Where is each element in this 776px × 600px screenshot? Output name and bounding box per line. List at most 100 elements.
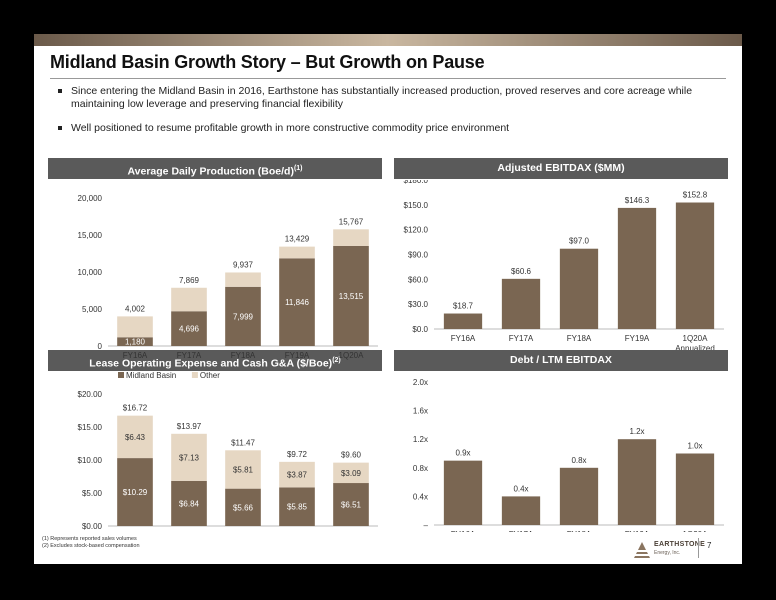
loe-panel-title: Lease Operating Expense and Cash G&A ($/…	[48, 350, 382, 371]
data-label: 0.4x	[513, 484, 528, 493]
x-tick-label: FY16A	[123, 351, 148, 360]
data-label: 0.9x	[455, 449, 470, 458]
data-label: $3.87	[287, 471, 308, 480]
y-tick-label: 0.4x	[413, 492, 428, 501]
bullet-item: Since entering the Midland Basin in 2016…	[58, 85, 718, 111]
y-tick-label: $0.00	[82, 522, 103, 531]
y-tick-label: 1.2x	[413, 435, 428, 444]
y-tick-label: 1.6x	[413, 407, 428, 416]
bullet-list: Since entering the Midland Basin in 2016…	[58, 85, 718, 146]
ebitdax-title-text: Adjusted EBITDAX ($MM)	[497, 162, 625, 174]
y-tick-label: $180.0	[404, 180, 429, 185]
data-label: 7,999	[233, 312, 254, 321]
y-tick-label: –	[424, 521, 429, 530]
data-label: $146.3	[625, 196, 650, 205]
x-tick-label: 1Q20A	[683, 530, 709, 532]
data-label: $5.81	[233, 465, 254, 474]
x-tick-label: FY19A	[285, 531, 310, 532]
y-tick-label: $5.00	[82, 489, 103, 498]
x-tick-label: FY18A	[567, 530, 592, 532]
x-tick-label: FY16A	[451, 334, 476, 343]
title-divider	[50, 78, 726, 79]
bar	[559, 248, 599, 329]
x-tick-label: Annualized	[675, 344, 715, 350]
y-tick-label: 0	[98, 342, 103, 351]
ebitdax-panel-title: Adjusted EBITDAX ($MM)	[394, 158, 728, 179]
y-tick-label: $120.0	[404, 226, 429, 235]
loe-title-sup: (2)	[332, 357, 341, 364]
x-tick-label: FY19A	[625, 334, 650, 343]
bar-segment	[333, 462, 369, 484]
debt-panel-title: Debt / LTM EBITDAX	[394, 350, 728, 371]
bullet-item: Well positioned to resume profitable gro…	[58, 122, 718, 135]
bar	[617, 439, 657, 525]
legend-label: Other	[200, 371, 220, 380]
bar-segment	[117, 415, 153, 459]
production-title-sup: (1)	[293, 165, 303, 172]
x-tick-label: FY18A	[567, 334, 592, 343]
y-tick-label: 10,000	[78, 268, 103, 277]
loe-title-text: Lease Operating Expense and Cash G&A ($/…	[89, 357, 333, 370]
total-label: $16.72	[123, 404, 148, 413]
x-tick-label: 1Q20A	[683, 334, 709, 343]
footnote: (1) Represents reported sales volumes	[42, 536, 137, 542]
bar-segment	[279, 246, 315, 259]
data-label: 1.0x	[687, 442, 702, 451]
bar	[617, 207, 657, 329]
total-label: 4,002	[125, 304, 146, 313]
bar-segment	[279, 487, 315, 526]
total-label: 7,869	[179, 276, 200, 285]
data-label: $10.29	[123, 488, 148, 497]
y-tick-label: 5,000	[82, 305, 103, 314]
bar-segment	[333, 483, 369, 526]
footnote: (2) Excludes stock-based compensation	[42, 543, 140, 549]
x-tick-label: FY17A	[177, 351, 202, 360]
bar	[443, 460, 483, 525]
data-label: 1.2x	[629, 427, 644, 436]
data-label: $60.6	[511, 267, 532, 276]
loe-chart: $0.00 $5.00 $10.00 $15.00 $20.00 $10.29 $6.43 $…	[78, 390, 378, 532]
data-label: $7.13	[179, 453, 200, 462]
data-label: 0.8x	[571, 456, 586, 465]
y-tick-label: 0.8x	[413, 464, 428, 473]
legend-swatch	[191, 372, 198, 378]
logo-text: EARTHSTONE	[654, 541, 706, 548]
data-label: $97.0	[569, 237, 590, 246]
bar-segment	[333, 245, 369, 346]
data-label: $6.51	[341, 501, 362, 510]
legend-swatch	[118, 372, 124, 378]
x-tick-label: FY17A	[509, 530, 534, 532]
bar	[501, 496, 541, 525]
bar-segment	[225, 286, 261, 346]
y-tick-label: $60.0	[408, 275, 429, 284]
page-number: 7	[707, 541, 712, 550]
x-tick-label: FY18A	[231, 351, 256, 360]
bar-segment	[117, 458, 153, 526]
x-tick-label: FY16A	[123, 531, 148, 532]
bar	[675, 202, 715, 329]
bar-segment	[225, 450, 261, 489]
debt-chart: – 0.4x 0.8x 1.2x 1.6x 2.0x 0.9x FY16A 0.4x FY17A 0…	[413, 378, 724, 532]
x-tick-label: FY17A	[177, 531, 202, 532]
x-tick-label: FY16A	[451, 530, 476, 532]
bar-segment	[171, 287, 207, 312]
y-tick-label: 20,000	[78, 194, 103, 203]
data-label: 11,846	[285, 298, 309, 307]
y-tick-label: $30.0	[408, 300, 429, 309]
y-tick-label: $0.0	[412, 325, 428, 334]
top-banner	[34, 34, 742, 46]
bar-segment	[225, 488, 261, 526]
bar-segment	[171, 311, 207, 346]
total-label: 15,767	[339, 217, 364, 226]
logo-subtext: Energy, Inc.	[654, 550, 681, 556]
x-tick-label: FY19A	[625, 530, 650, 532]
bar	[501, 278, 541, 329]
y-tick-label: $10.00	[78, 456, 103, 465]
data-label: $5.66	[233, 503, 254, 512]
debt-title-text: Debt / LTM EBITDAX	[510, 354, 612, 366]
production-title-text: Average Daily Production (Boe/d)	[127, 165, 294, 178]
footnotes: (1) Represents reported sales volumes (2…	[42, 536, 140, 550]
bar	[675, 453, 715, 525]
data-label: $5.85	[287, 503, 308, 512]
bar-segment	[117, 316, 153, 338]
